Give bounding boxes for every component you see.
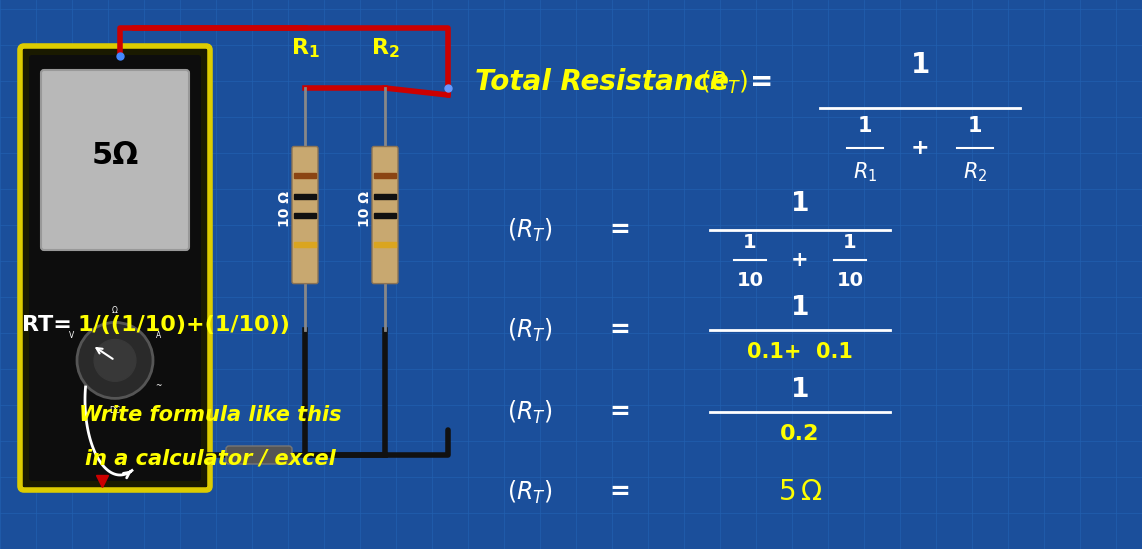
Text: $(R_T)$: $(R_T)$ [507,478,553,506]
Bar [373,194,396,199]
Text: 10: 10 [836,271,863,289]
FancyBboxPatch shape [292,147,317,284]
Text: 1: 1 [790,295,810,321]
Text: $(R_T)$: $(R_T)$ [507,216,553,244]
Bar [373,242,396,247]
Text: Write formula like this: Write formula like this [79,405,341,425]
Bar [293,172,316,178]
FancyBboxPatch shape [41,70,188,250]
Text: 1: 1 [743,232,757,251]
Bar [293,242,316,247]
Text: Total Resistance: Total Resistance [475,68,729,96]
Text: =: = [610,218,630,242]
Text: +: + [791,250,809,270]
Text: =: = [610,318,630,342]
Text: 1: 1 [790,377,810,403]
Bar [373,172,396,178]
FancyBboxPatch shape [29,55,201,481]
Text: =: = [610,480,630,504]
Text: 1: 1 [967,116,982,136]
Text: 1/((1/10)+(1/10)): 1/((1/10)+(1/10)) [78,315,291,335]
Text: 0.2: 0.2 [780,424,820,444]
Text: DC: DC [110,406,121,415]
FancyBboxPatch shape [372,147,399,284]
FancyBboxPatch shape [21,46,210,490]
Text: ~: ~ [155,381,161,390]
Bar [293,212,316,217]
Text: =: = [610,400,630,424]
Text: 5Ω: 5Ω [91,141,138,170]
Text: 10 Ω: 10 Ω [357,191,372,227]
Circle shape [94,339,136,382]
Text: A: A [155,331,161,340]
Text: 1: 1 [790,191,810,217]
Text: $(R_T)$: $(R_T)$ [507,399,553,425]
Text: $(R_T)$: $(R_T)$ [700,69,748,96]
Text: 10: 10 [737,271,764,289]
Bar [293,194,316,199]
Text: 1: 1 [910,51,930,79]
Text: 1: 1 [858,116,872,136]
Text: +: + [910,138,930,158]
Text: 1: 1 [843,232,856,251]
Text: $R_2$: $R_2$ [963,160,987,184]
Text: V: V [69,331,74,340]
Bar [373,212,396,217]
Circle shape [77,322,153,399]
Text: $(R_T)$: $(R_T)$ [507,316,553,344]
Text: $R_1$: $R_1$ [853,160,877,184]
Text: RT=: RT= [22,315,80,335]
Text: $\mathbf{R_1}$: $\mathbf{R_1}$ [290,36,320,60]
Text: =: = [750,68,773,96]
Text: Ω: Ω [112,306,118,315]
Text: $5\,\Omega$: $5\,\Omega$ [778,478,822,506]
Text: 10 Ω: 10 Ω [278,191,292,227]
Text: in a calculator / excel: in a calculator / excel [85,448,336,468]
FancyBboxPatch shape [226,446,292,464]
Text: 0.1+  0.1: 0.1+ 0.1 [747,342,853,362]
Text: $\mathbf{R_2}$: $\mathbf{R_2}$ [370,36,400,60]
